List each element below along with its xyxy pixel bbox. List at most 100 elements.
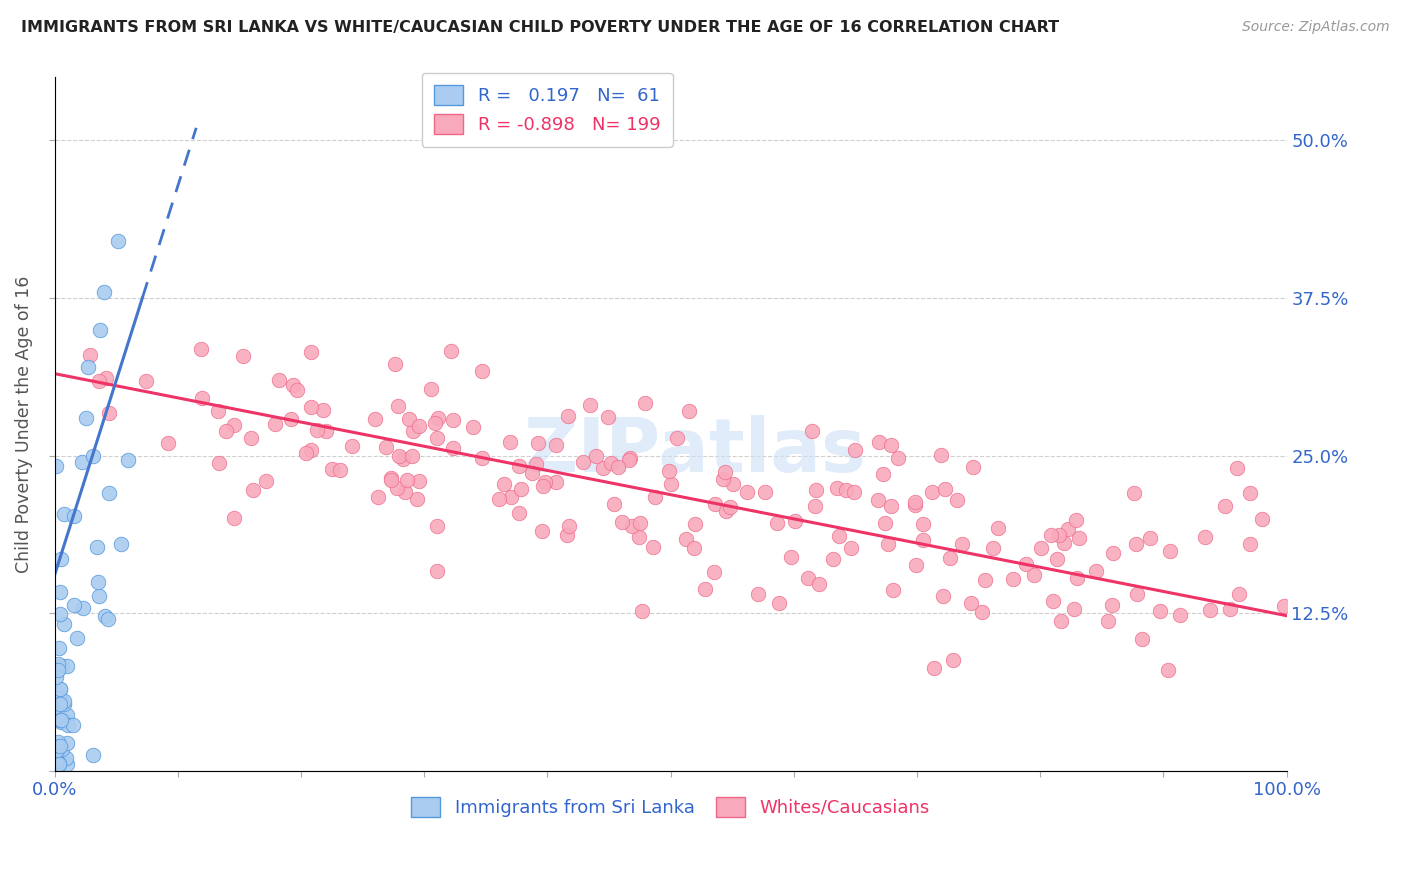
Point bbox=[46, 743, 69, 757]
Point bbox=[962, 460, 984, 475]
Point bbox=[281, 377, 304, 392]
Point bbox=[295, 446, 318, 460]
Point bbox=[1102, 546, 1125, 560]
Point bbox=[621, 518, 644, 533]
Point bbox=[735, 485, 758, 500]
Point bbox=[62, 718, 84, 732]
Point bbox=[388, 449, 411, 463]
Point bbox=[912, 533, 935, 547]
Point bbox=[628, 530, 651, 544]
Point bbox=[882, 583, 904, 598]
Point bbox=[49, 682, 72, 697]
Point bbox=[768, 596, 790, 610]
Point bbox=[98, 406, 121, 420]
Point bbox=[718, 500, 741, 515]
Point bbox=[929, 448, 952, 462]
Point bbox=[803, 500, 825, 514]
Point bbox=[56, 757, 79, 772]
Point bbox=[1123, 486, 1146, 500]
Point bbox=[93, 608, 115, 623]
Point bbox=[156, 436, 179, 450]
Point bbox=[48, 713, 70, 727]
Point bbox=[1139, 531, 1161, 545]
Point bbox=[267, 373, 290, 387]
Point bbox=[974, 574, 997, 588]
Point bbox=[872, 467, 894, 482]
Point bbox=[1194, 530, 1216, 544]
Point bbox=[678, 404, 700, 418]
Point bbox=[440, 344, 463, 359]
Point bbox=[1063, 602, 1085, 616]
Point bbox=[631, 604, 654, 618]
Point bbox=[49, 681, 72, 696]
Point bbox=[1085, 564, 1108, 578]
Point bbox=[825, 481, 848, 495]
Point bbox=[683, 516, 706, 531]
Point bbox=[877, 537, 900, 551]
Point bbox=[1064, 512, 1087, 526]
Point bbox=[557, 409, 579, 423]
Point bbox=[1047, 528, 1070, 542]
Point bbox=[299, 442, 322, 457]
Point bbox=[873, 516, 896, 531]
Point bbox=[1001, 572, 1024, 586]
Point bbox=[135, 375, 157, 389]
Point bbox=[461, 420, 484, 434]
Point bbox=[797, 571, 820, 585]
Point bbox=[321, 462, 343, 476]
Point bbox=[658, 464, 681, 478]
Point bbox=[190, 342, 212, 356]
Point bbox=[190, 391, 212, 405]
Point bbox=[754, 485, 776, 500]
Point bbox=[398, 412, 420, 426]
Point bbox=[72, 601, 94, 615]
Point bbox=[641, 540, 664, 554]
Point bbox=[950, 537, 973, 551]
Point bbox=[45, 754, 67, 768]
Point bbox=[1039, 528, 1062, 542]
Point bbox=[1157, 663, 1180, 677]
Point bbox=[387, 399, 409, 413]
Point bbox=[402, 425, 425, 439]
Point bbox=[107, 235, 129, 249]
Point bbox=[53, 508, 76, 522]
Point bbox=[364, 412, 387, 426]
Point bbox=[55, 751, 77, 765]
Point bbox=[49, 715, 72, 730]
Point bbox=[714, 504, 737, 518]
Point bbox=[510, 482, 533, 496]
Point bbox=[48, 757, 70, 772]
Point bbox=[215, 425, 238, 439]
Point bbox=[48, 757, 70, 772]
Point bbox=[526, 435, 548, 450]
Point bbox=[531, 524, 554, 539]
Point bbox=[63, 508, 86, 523]
Point bbox=[844, 484, 866, 499]
Point bbox=[56, 736, 79, 750]
Point bbox=[934, 482, 956, 496]
Point bbox=[904, 494, 927, 508]
Point bbox=[46, 663, 69, 677]
Point bbox=[46, 657, 69, 671]
Point bbox=[87, 589, 110, 603]
Point bbox=[299, 400, 322, 414]
Point bbox=[240, 431, 263, 445]
Point bbox=[644, 490, 666, 504]
Point bbox=[1251, 511, 1274, 525]
Point bbox=[1066, 571, 1088, 585]
Point bbox=[723, 476, 745, 491]
Point bbox=[1029, 541, 1052, 555]
Point bbox=[1052, 536, 1074, 550]
Point bbox=[408, 418, 430, 433]
Point bbox=[766, 516, 789, 531]
Point bbox=[1097, 614, 1119, 628]
Point bbox=[606, 460, 628, 475]
Point bbox=[1046, 551, 1069, 566]
Y-axis label: Child Poverty Under the Age of 16: Child Poverty Under the Age of 16 bbox=[15, 276, 32, 573]
Point bbox=[922, 661, 945, 675]
Point bbox=[828, 528, 851, 542]
Point bbox=[1015, 558, 1038, 572]
Point bbox=[82, 449, 104, 463]
Point bbox=[488, 492, 510, 507]
Point bbox=[520, 466, 543, 480]
